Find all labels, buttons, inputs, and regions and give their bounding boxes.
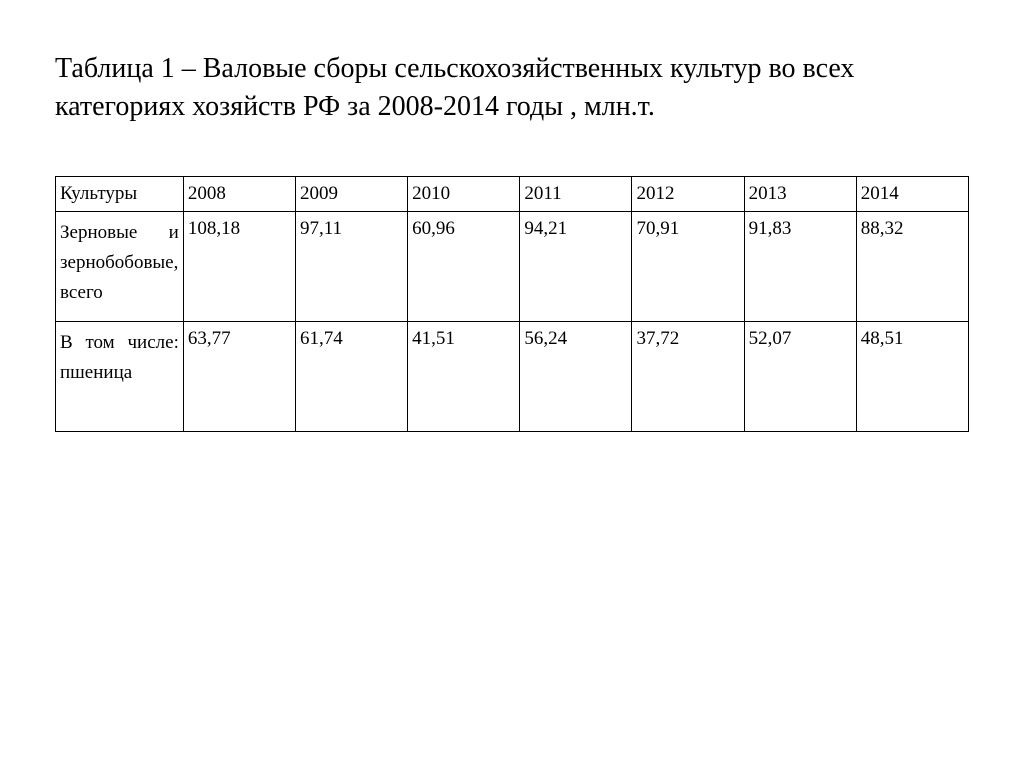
header-year: 2010 <box>408 176 520 211</box>
cell-value: 37,72 <box>632 321 744 431</box>
cell-value: 52,07 <box>744 321 856 431</box>
header-label: Культуры <box>56 176 184 211</box>
cell-value: 97,11 <box>296 211 408 321</box>
cell-value: 61,74 <box>296 321 408 431</box>
table-row: В том числе: пшеница 63,77 61,74 41,51 5… <box>56 321 969 431</box>
row-label: В том числе: пшеница <box>56 321 184 431</box>
cell-value: 56,24 <box>520 321 632 431</box>
cell-value: 60,96 <box>408 211 520 321</box>
page-title: Таблица 1 – Валовые сборы сельскохозяйст… <box>55 50 969 126</box>
cell-value: 91,83 <box>744 211 856 321</box>
cell-value: 88,32 <box>856 211 968 321</box>
table-header-row: Культуры 2008 2009 2010 2011 2012 2013 2… <box>56 176 969 211</box>
header-year: 2013 <box>744 176 856 211</box>
header-year: 2014 <box>856 176 968 211</box>
cell-value: 63,77 <box>183 321 295 431</box>
cell-value: 94,21 <box>520 211 632 321</box>
header-year: 2008 <box>183 176 295 211</box>
cell-value: 48,51 <box>856 321 968 431</box>
header-year: 2009 <box>296 176 408 211</box>
header-year: 2012 <box>632 176 744 211</box>
row-label: Зерновые и зернобобовые, всего <box>56 211 184 321</box>
header-year: 2011 <box>520 176 632 211</box>
cell-value: 41,51 <box>408 321 520 431</box>
cell-value: 70,91 <box>632 211 744 321</box>
table-row: Зерновые и зернобобовые, всего 108,18 97… <box>56 211 969 321</box>
data-table: Культуры 2008 2009 2010 2011 2012 2013 2… <box>55 176 969 432</box>
cell-value: 108,18 <box>183 211 295 321</box>
